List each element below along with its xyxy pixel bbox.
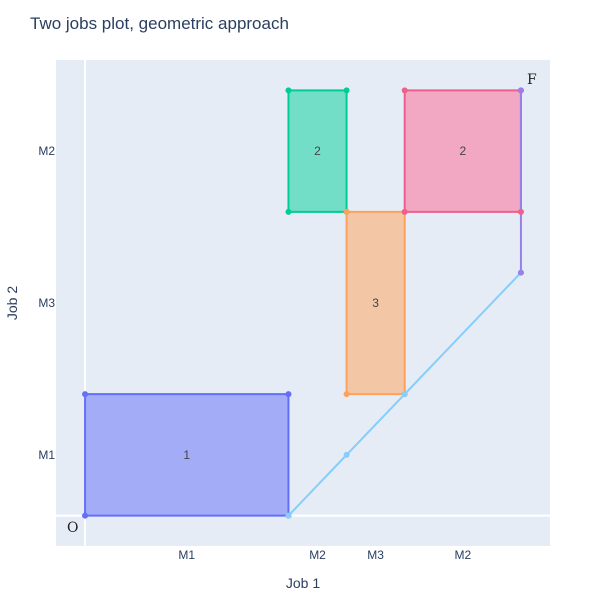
finish-label: F: [527, 72, 537, 88]
chart-title: Two jobs plot, geometric approach: [30, 14, 289, 33]
schedule-path-point-1: [285, 512, 292, 519]
rectangle-label-2: 2: [314, 144, 321, 158]
x-tick-label-1: M1: [178, 548, 195, 562]
y-axis-title: Job 2: [4, 286, 20, 320]
x-axis-title: Job 1: [286, 575, 320, 591]
x-tick-label-4: M2: [454, 548, 471, 562]
rectangle-2: [287, 89, 348, 213]
x-tick-label-2: M2: [309, 548, 326, 562]
rectangle-4-corner-2: [517, 208, 524, 215]
rectangle-1-corner-3: [285, 391, 292, 398]
schedule-path: [287, 271, 522, 517]
schedule-path-point-2: [343, 451, 350, 458]
y-tick-label-2: M3: [38, 296, 55, 310]
rectangle-1: [84, 393, 290, 517]
rectangle-2-corner-1: [285, 208, 292, 215]
y-tick-labels: M1 M3 M2: [38, 144, 55, 462]
y-tick-label-1: M1: [38, 448, 55, 462]
rectangles-layer: 1 2 3 2: [84, 89, 522, 517]
end-segment-point-1: [517, 269, 524, 276]
rectangle-1-corner-4: [82, 391, 89, 398]
schedule-path-point-3: [401, 391, 408, 398]
rectangle-3-corner-1: [343, 391, 350, 398]
path-layer: [287, 90, 522, 517]
y-tick-label-3: M2: [38, 144, 55, 158]
rectangle-2-corner-3: [343, 87, 350, 94]
origin-label: O: [67, 520, 78, 536]
rectangle-1-corner-1: [82, 512, 89, 519]
rectangle-2-corner-4: [285, 87, 292, 94]
end-segment-point-2: [517, 87, 524, 94]
rectangle-4-corner-1: [401, 208, 408, 215]
x-tick-labels: M1 M2 M3 M2: [178, 548, 471, 562]
x-tick-label-3: M3: [367, 548, 384, 562]
rectangle-label-1: 1: [183, 448, 190, 462]
rectangle-3: [345, 210, 406, 396]
rectangle-4-corner-4: [401, 87, 408, 94]
rectangle-3-corner-4: [343, 208, 350, 215]
points-layer: [82, 87, 524, 519]
rectangle-label-3: 3: [372, 296, 379, 310]
rectangle-label-4: 2: [459, 144, 466, 158]
rectangle-4: [403, 89, 522, 213]
